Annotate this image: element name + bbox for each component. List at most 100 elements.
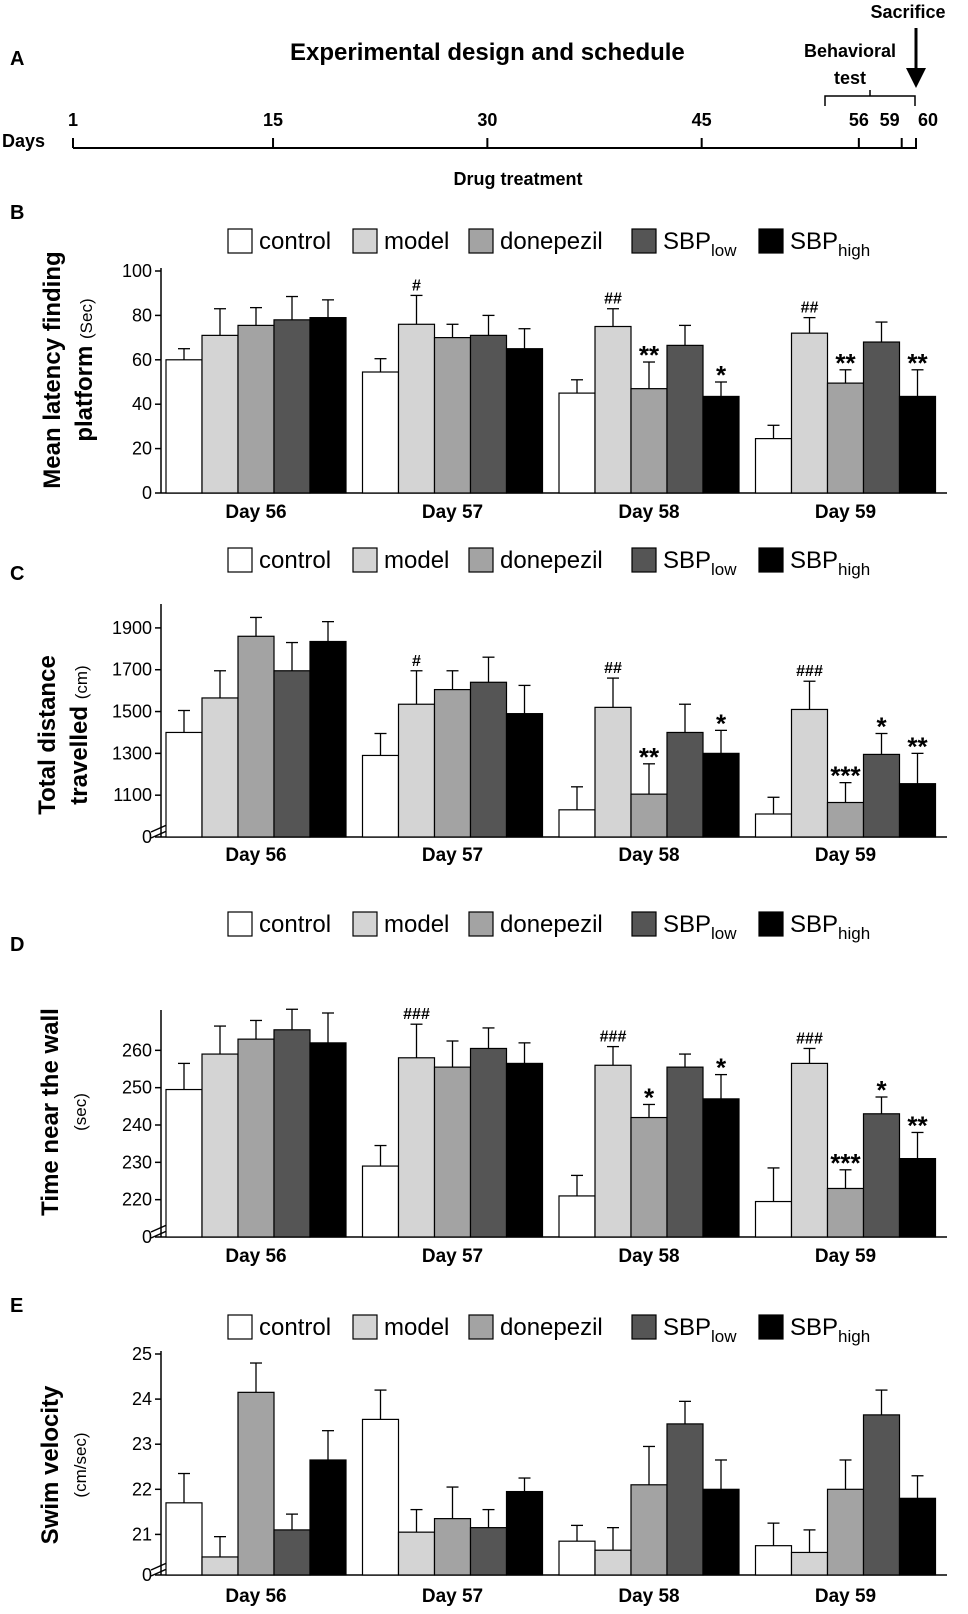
panel-d-ytick-label-240: 240 <box>122 1115 152 1135</box>
panel-d-xtick-label-3: Day 58 <box>618 1246 679 1267</box>
panel-c-ylabel: Total distance travelled (cm) <box>34 655 93 815</box>
panel-e-ylabel-unit: (cm/sec) <box>71 1432 90 1497</box>
panel-b-sig-label-donepezil-4: ** <box>835 348 856 378</box>
panel-d-bar-SBPhigh-3 <box>702 1098 740 1238</box>
timeline-tick-label-56: 56 <box>849 110 869 130</box>
panel-c-ytick-label-1300: 1300 <box>112 743 152 763</box>
panel-c-bar-SBPhigh-4 <box>898 783 937 838</box>
panel-e-legend-label-model: model <box>384 1314 449 1341</box>
timeline-tick-label-15: 15 <box>263 110 283 130</box>
panel-d-bar-SBPhigh-2 <box>505 1062 544 1238</box>
panel-d-bar-control-1 <box>165 1088 203 1238</box>
panel-b-legend-label-sbp_low: SBPlow <box>663 228 737 260</box>
panel-d-sig-label-SBPhigh-4: ** <box>907 1110 928 1140</box>
panel-b-bar-SBPhigh-3 <box>702 395 740 494</box>
panel-e-bar-control-1 <box>165 1502 203 1576</box>
panel-e-ylabel: Swim velocity (cm/sec) <box>37 1385 90 1544</box>
panel-d-ytick-label-220: 220 <box>122 1190 152 1210</box>
panel-b-ylabel-line2: platform (Sec) <box>71 298 98 441</box>
panel-b-label: B <box>10 202 24 224</box>
panel-c-legend-swatch-control <box>227 547 253 573</box>
panel-d-ylabel-unit: (sec) <box>71 1093 90 1131</box>
panel-e-legend-label-control: control <box>259 1314 331 1341</box>
panel-d-bar-SBPlow-3 <box>666 1066 704 1238</box>
panel-b-bar-SBPhigh-2 <box>505 348 544 494</box>
panel-e-legend-swatch-donepezil <box>468 1314 494 1340</box>
panel-d-ylabel-text: Time near the wall <box>37 1008 64 1216</box>
panel-d-bar-control-3 <box>558 1195 596 1238</box>
panel-b-sig-label-model-4: ## <box>801 300 819 317</box>
panel-c-sig-label-SBPlow-4: * <box>876 712 887 742</box>
panel-d-bar-SBPlow-4 <box>862 1113 901 1238</box>
panel-c-sig-label-model-2: # <box>412 653 421 670</box>
panel-d-ytick-label-250: 250 <box>122 1078 152 1098</box>
panel-b-ytick-label-40: 40 <box>132 394 152 414</box>
panel-e-label: E <box>10 1295 23 1317</box>
panel-b-bar-control-4 <box>754 438 793 494</box>
panel-c-bar-SBPlow-1 <box>273 670 311 838</box>
panel-c-legend-label-model: model <box>384 547 449 574</box>
panel-b-bar-SBPlow-1 <box>273 319 311 494</box>
panel-d-legend-label-sbp_low: SBPlow <box>663 911 737 943</box>
behavioral-test-label-line1: Behavioral <box>804 41 896 61</box>
panel-d-bar-SBPlow-2 <box>469 1047 508 1238</box>
panel-c-bar-donepezil-1 <box>237 635 275 838</box>
panel-e-bar-donepezil-1 <box>237 1391 275 1576</box>
panel-d-bar-control-4 <box>754 1200 793 1238</box>
panel-d-bar-model-3 <box>594 1064 632 1238</box>
panel-d-label: D <box>10 934 24 956</box>
panel-d-ylabel: Time near the wall (sec) <box>37 1008 90 1216</box>
panel-b-ylabel-line1: Mean latency finding <box>39 251 66 488</box>
panel-c-label: C <box>10 563 24 585</box>
panel-e-legend-label-sbp_low: SBPlow <box>663 1314 737 1346</box>
panel-e-legend-swatch-model <box>352 1314 378 1340</box>
panel-e-ytick-label-22: 22 <box>132 1479 152 1499</box>
panel-b-sig-label-donepezil-3: ** <box>639 340 660 370</box>
panel-d-legend-swatch-sbp_low <box>631 911 657 937</box>
panel-e-bar-SBPlow-3 <box>666 1423 704 1576</box>
panel-e-bar-donepezil-3 <box>630 1484 668 1576</box>
panel-e-ytick-label-zero: 0 <box>142 1565 152 1585</box>
panel-d-legend-label-donepezil: donepezil <box>500 911 603 938</box>
panel-d-legend-label-control: control <box>259 911 331 938</box>
panel-b-ytick-label-0: 0 <box>142 483 152 503</box>
panel-c-legend-label-sbp_low: SBPlow <box>663 547 737 579</box>
sacrifice-arrow-icon <box>906 68 926 88</box>
panel-b-legend-label-sbp_high: SBPhigh <box>790 228 870 260</box>
panel-b-bar-SBPhigh-4 <box>898 395 937 494</box>
behavioral-test-bracket <box>824 90 916 106</box>
panel-b-legend-label-model: model <box>384 228 449 255</box>
sacrifice-label: Sacrifice <box>870 2 945 22</box>
panel-d-bar-SBPhigh-1 <box>309 1042 347 1238</box>
panel-c-ytick-label-1500: 1500 <box>112 702 152 722</box>
panel-c-ytick-label-zero: 0 <box>142 827 152 847</box>
panel-d-xtick-label-4: Day 59 <box>815 1246 876 1267</box>
panel-d-bar-model-1 <box>201 1053 239 1238</box>
panel-e-bar-SBPlow-1 <box>273 1529 311 1576</box>
panel-c-sig-label-donepezil-3: ** <box>639 742 660 772</box>
panel-b-bar-SBPlow-2 <box>469 334 508 494</box>
panel-c-bar-control-4 <box>754 813 793 838</box>
days-axis-label: Days <box>2 131 45 151</box>
panel-d-legend-swatch-donepezil <box>468 911 494 937</box>
panel-b-legend-swatch-sbp_high <box>758 228 784 254</box>
panel-e-legend-swatch-control <box>227 1314 253 1340</box>
panel-e-bar-SBPlow-4 <box>862 1414 901 1576</box>
panel-e-bar-SBPhigh-3 <box>702 1488 740 1576</box>
panel-e-xtick-label-2: Day 57 <box>422 1586 483 1607</box>
panel-b-bar-SBPhigh-1 <box>309 317 347 494</box>
timeline-tick-label-45: 45 <box>692 110 712 130</box>
panel-b-legend-swatch-model <box>352 228 378 254</box>
panel-b-bar-control-2 <box>361 371 400 494</box>
panel-c-sig-label-donepezil-4: *** <box>830 761 861 791</box>
panel-c-legend-swatch-model <box>352 547 378 573</box>
panel-b-legend-swatch-donepezil <box>468 228 494 254</box>
panel-c-bar-SBPhigh-3 <box>702 752 740 838</box>
panel-b-bar-donepezil-4 <box>826 382 865 494</box>
panel-d-sig-label-model-3: ### <box>600 1029 627 1046</box>
panel-d-sig-label-model-2: ### <box>403 1006 430 1023</box>
panel-d-sig-label-donepezil-4: *** <box>830 1148 861 1178</box>
panel-d-sig-label-model-4: ### <box>796 1030 823 1047</box>
